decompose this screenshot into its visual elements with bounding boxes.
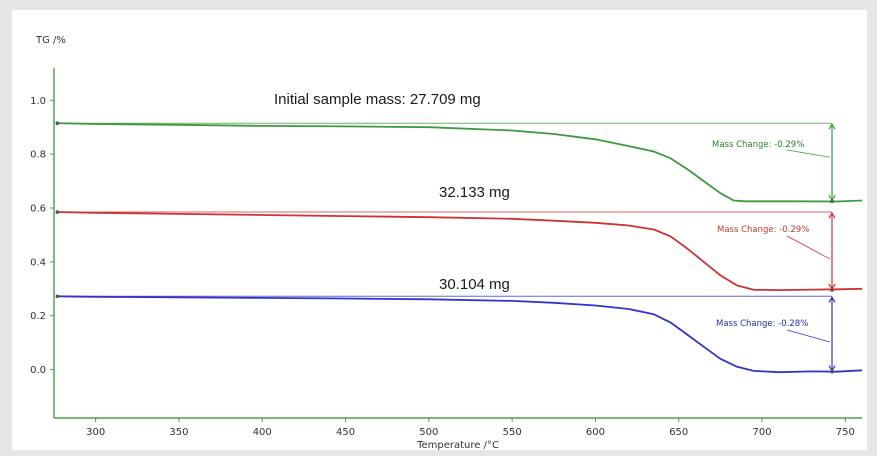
y-tick-label: 0.4 xyxy=(30,257,46,268)
mass-change-label-2: Mass Change: -0.29% xyxy=(717,225,809,235)
ticks: 300 350 400 450 500 550 600 650 700 750 0.0 0.2 0.4 0… xyxy=(30,96,855,438)
annotations: Initial sample mass: 27.709 mg 32.133 mg… xyxy=(274,91,836,372)
axes: TG /% Temperature /°C xyxy=(35,35,862,450)
tg-curve-2 xyxy=(57,211,863,291)
start-marker-1 xyxy=(55,121,60,125)
mass-change-label-1: Mass Change: -0.29% xyxy=(712,140,804,150)
arrow-head-bottom-2 xyxy=(828,283,836,291)
curves xyxy=(55,121,863,374)
mass-change-leader-3 xyxy=(786,329,831,343)
x-tick-label: 750 xyxy=(836,427,855,438)
tg-curve-1 xyxy=(57,122,863,203)
tg-chart: TG /% Temperature /°C 300 350 400 450 500 550… xyxy=(30,35,863,450)
level-lines xyxy=(57,122,833,297)
chart-panel: TG /% Temperature /°C 300 350 400 450 500 550… xyxy=(12,10,867,450)
start-marker-3 xyxy=(55,294,60,299)
mass-change-leader-2 xyxy=(786,235,831,260)
x-tick-label: 650 xyxy=(669,427,688,438)
x-tick-label: 400 xyxy=(253,427,272,438)
arrow-head-top-2 xyxy=(828,211,836,219)
arrow-head-top-1 xyxy=(828,123,836,130)
x-tick-label: 500 xyxy=(419,427,438,438)
mass-change-leader-1 xyxy=(786,149,831,158)
x-tick-label: 450 xyxy=(336,427,355,438)
sample-mass-label-2: 32.133 mg xyxy=(439,184,510,201)
x-axis-title: Temperature /°C xyxy=(416,440,499,450)
arrow-head-bottom-1 xyxy=(828,194,836,202)
x-tick-label: 600 xyxy=(586,427,605,438)
tg-curve-3 xyxy=(57,295,863,374)
y-axis-title: TG /% xyxy=(35,35,66,46)
x-tick-label: 300 xyxy=(86,427,105,438)
start-marker-2 xyxy=(55,210,60,214)
arrow-head-bottom-3 xyxy=(828,365,836,372)
sample-mass-label-3: 30.104 mg xyxy=(439,276,510,293)
y-tick-label: 0.6 xyxy=(30,204,46,215)
x-tick-label: 350 xyxy=(169,427,188,438)
y-tick-label: 0.8 xyxy=(30,150,46,161)
y-tick-label: 0.2 xyxy=(30,311,46,322)
sample-mass-label-1: Initial sample mass: 27.709 mg xyxy=(274,91,481,108)
x-tick-label: 700 xyxy=(752,427,771,438)
mass-change-label-3: Mass Change: -0.28% xyxy=(716,319,808,329)
y-tick-label: 1.0 xyxy=(30,96,46,107)
arrow-head-top-3 xyxy=(828,296,836,303)
x-tick-label: 550 xyxy=(503,427,522,438)
y-tick-label: 0.0 xyxy=(30,365,46,376)
